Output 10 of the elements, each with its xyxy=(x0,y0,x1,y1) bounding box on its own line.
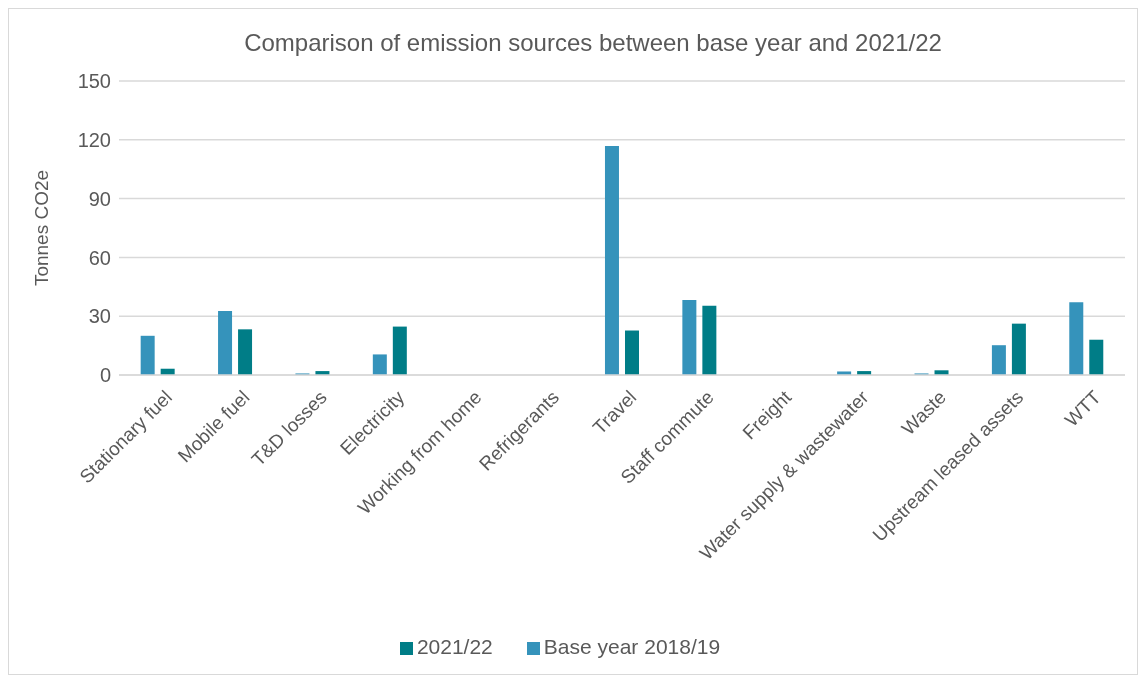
legend-label: Base year 2018/19 xyxy=(543,635,721,658)
y-tick-label: 30 xyxy=(88,305,111,328)
y-tick-label: 90 xyxy=(88,187,111,210)
y-tick-label: 120 xyxy=(77,128,111,151)
y-tick-label: 150 xyxy=(77,70,111,93)
y-tick-label: 0 xyxy=(99,364,111,387)
legend-label: 2021/22 xyxy=(416,635,493,658)
chart-title: Comparison of emission sources between base year and 2021/22 xyxy=(243,29,943,58)
y-tick-label: 60 xyxy=(88,246,111,269)
y-axis-title: Tonnes CO2e xyxy=(30,169,52,287)
